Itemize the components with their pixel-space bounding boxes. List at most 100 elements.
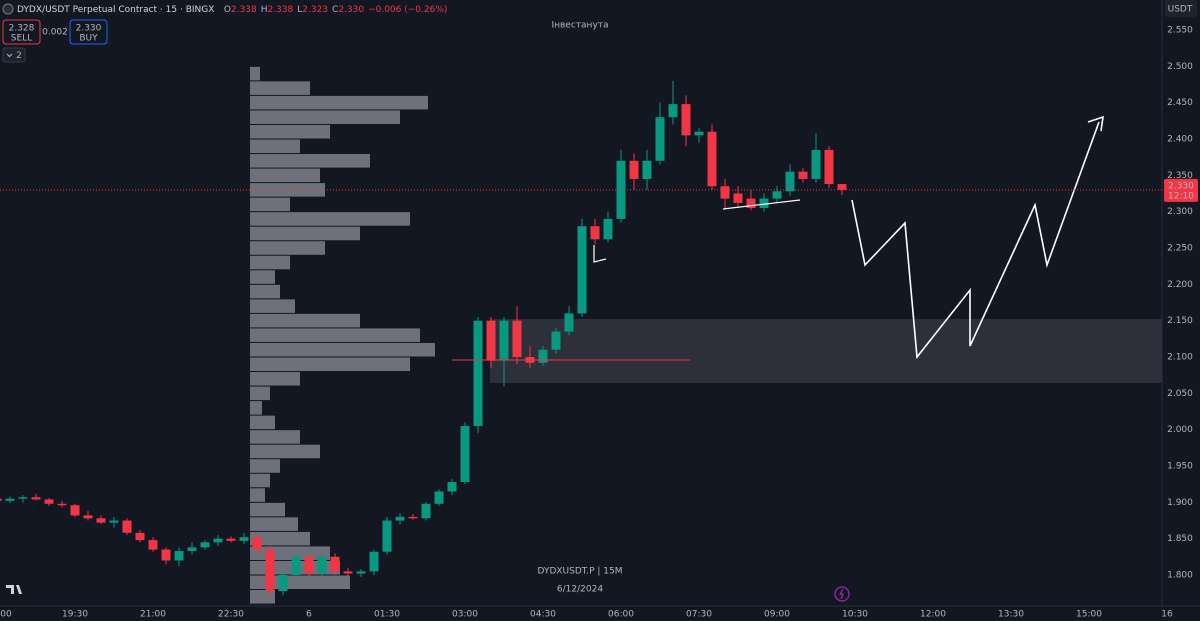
- candle-body: [538, 349, 548, 363]
- candle-body: [837, 184, 847, 190]
- volume-profile-bar: [250, 590, 275, 604]
- footer-symbol: DYDXUSDT.P | 15M: [538, 567, 623, 577]
- candle-body: [148, 540, 158, 550]
- candle-body: [5, 498, 15, 501]
- candle-body: [720, 186, 730, 199]
- volume-profile-bar: [250, 517, 298, 531]
- symbol: DYDX/USDT Perpetual Contract · 15 · BING…: [17, 5, 214, 15]
- volume-profile-bar: [250, 459, 280, 473]
- x-tick-label: 16: [1161, 610, 1173, 620]
- candle-body: [668, 104, 678, 118]
- alert-icon[interactable]: [834, 586, 850, 602]
- candle-body: [395, 516, 405, 521]
- x-tick-label: 21:00: [140, 610, 166, 620]
- indicators-toggle[interactable]: [2, 47, 26, 63]
- candle-body: [694, 131, 704, 136]
- volume-profile-bar: [250, 488, 265, 502]
- footer-date: 6/12/2024: [557, 585, 603, 595]
- candle-body: [83, 515, 93, 519]
- buy-price: 2.330: [76, 24, 102, 34]
- volume-profile-bar: [250, 183, 325, 197]
- candle-body: [70, 505, 80, 516]
- ohlc-label: H: [261, 5, 268, 15]
- y-tick-label: 2.100: [1167, 353, 1193, 363]
- candle-body: [551, 331, 561, 350]
- candle-body: [44, 499, 54, 504]
- candle-body: [785, 171, 795, 192]
- projection-arrowhead: [1087, 115, 1104, 132]
- candle-body: [629, 160, 639, 179]
- last-price-label: 2.330: [1168, 181, 1194, 191]
- volume-profile-bar: [250, 328, 420, 342]
- volume-profile-bar: [250, 401, 262, 415]
- candle-body: [408, 516, 418, 519]
- y-tick-label: 2.550: [1167, 26, 1193, 36]
- volume-profile-bar: [250, 575, 350, 590]
- y-tick-label: 2.500: [1167, 62, 1193, 72]
- volume-profile-bar: [250, 531, 310, 546]
- candle-body: [330, 556, 340, 572]
- x-tick-label: 03:00: [452, 610, 478, 620]
- x-tick-label: 19:30: [62, 610, 88, 620]
- volume-profile-bar: [250, 342, 435, 357]
- candle-body: [174, 551, 184, 561]
- watermark: Інвестанута: [551, 21, 608, 31]
- candle-body: [187, 547, 197, 552]
- last-price-box: [1164, 178, 1198, 202]
- ohlc-value: 2.338: [267, 5, 293, 15]
- logo: [6, 585, 22, 594]
- volume-profile-bar: [250, 372, 300, 386]
- volume-profile-bar: [250, 66, 260, 81]
- candle-body: [733, 193, 743, 203]
- drawing-line: [722, 199, 801, 210]
- candle-body: [57, 503, 67, 506]
- y-tick-label: 2.300: [1167, 207, 1193, 217]
- buy-button[interactable]: [69, 19, 108, 45]
- candle-body: [460, 426, 470, 482]
- volume-profile-bar: [250, 415, 275, 430]
- x-tick-label: 06:00: [608, 610, 634, 620]
- candle-body: [31, 497, 41, 500]
- spread: 0.002: [42, 28, 68, 38]
- ohlc-value: 2.323: [302, 5, 328, 15]
- volume-profile-bar: [250, 430, 300, 444]
- sell-button[interactable]: [2, 19, 41, 45]
- y-tick-label: 2.400: [1167, 135, 1193, 145]
- support-zone: [490, 319, 1162, 383]
- x-tick-label: 00: [0, 610, 12, 620]
- volume-profile-bar: [250, 444, 320, 459]
- candle-body: [304, 556, 314, 574]
- candle-body: [356, 571, 366, 574]
- buy-label: BUY: [79, 34, 98, 44]
- indicators-count: 2: [16, 51, 22, 61]
- candle-body: [226, 538, 236, 541]
- candle-body: [590, 226, 600, 240]
- header-line: DYDX/USDT Perpetual Contract · 15 · BING…: [17, 5, 447, 15]
- volume-profile-bar: [250, 110, 400, 124]
- candle-body: [603, 218, 613, 240]
- y-tick-label: 1.850: [1167, 534, 1193, 544]
- candle-body: [811, 149, 821, 179]
- volume-profile-bar: [250, 95, 428, 110]
- volume-profile-bar: [250, 284, 280, 299]
- candle-body: [447, 481, 457, 492]
- x-tick-label: 13:30: [998, 610, 1024, 620]
- volume-profile-bar: [250, 81, 310, 95]
- candle-body: [655, 117, 665, 161]
- y-tick-label: 1.900: [1167, 498, 1193, 508]
- countdown: 12:10: [1168, 191, 1194, 201]
- volume-profile-bar: [250, 241, 325, 255]
- volume-profile-bar: [250, 502, 285, 517]
- ohlc-label: O: [224, 5, 231, 15]
- volume-profile-bar: [250, 473, 270, 488]
- candle-body: [772, 191, 782, 199]
- candle-body: [681, 104, 691, 136]
- candle-body: [746, 198, 756, 209]
- volume-profile-bar: [250, 168, 320, 183]
- volume-profile-bar: [250, 197, 290, 212]
- currency-button[interactable]: [1165, 0, 1197, 17]
- candle-body: [564, 313, 574, 332]
- y-tick-label: 2.450: [1167, 98, 1193, 108]
- x-tick-label: 07:30: [686, 610, 712, 620]
